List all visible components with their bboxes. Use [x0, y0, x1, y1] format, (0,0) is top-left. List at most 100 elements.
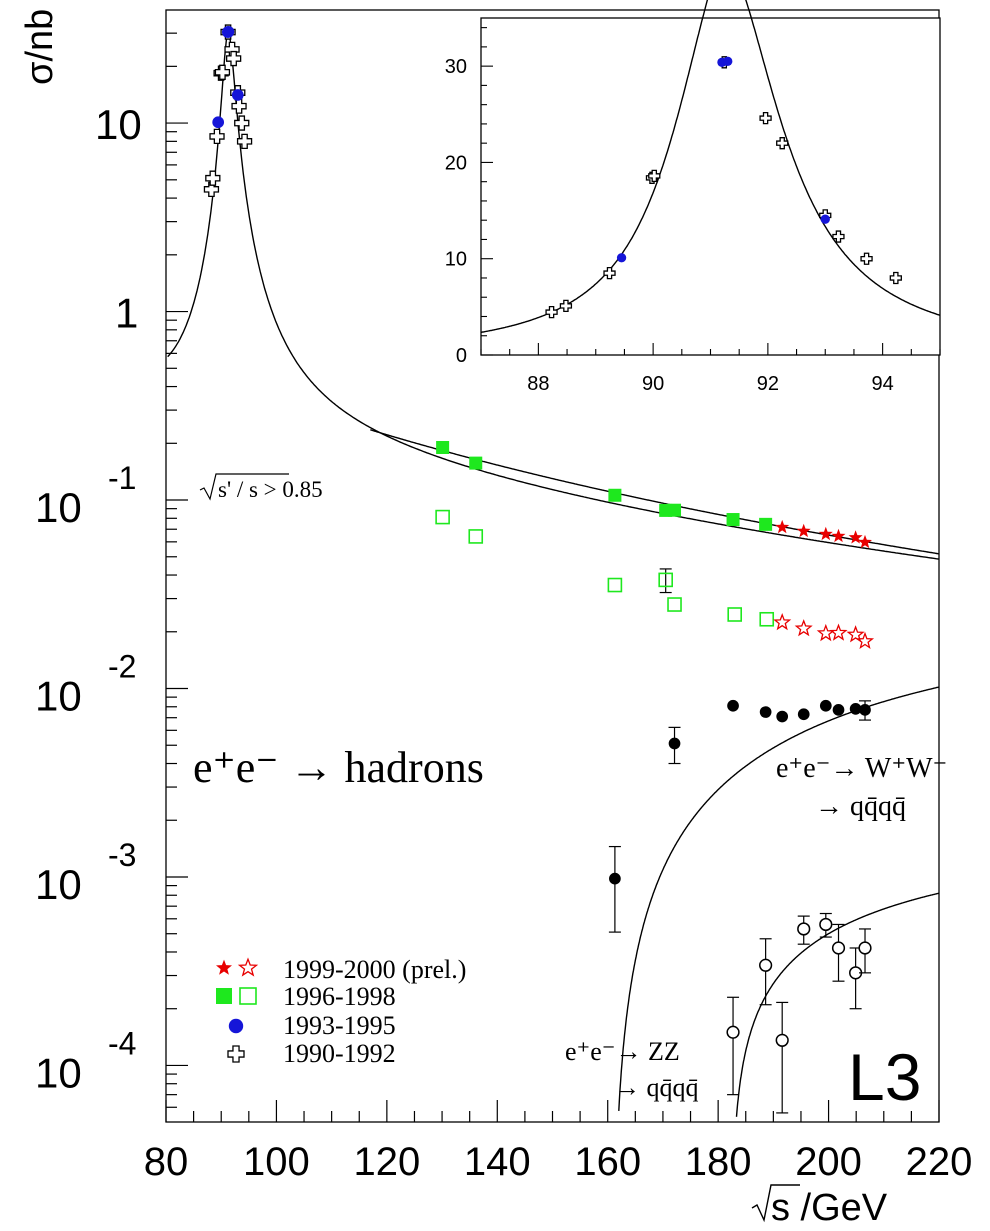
ww-label-line1: e⁺e⁻→ W⁺W⁻	[776, 753, 947, 784]
legend-entry-1999-2000: 1999-2000 (prel.)	[216, 955, 466, 984]
legend-label: 1999-2000 (prel.)	[283, 955, 466, 984]
y-tick-base: 10	[35, 861, 82, 908]
data-point	[849, 702, 862, 715]
y-tick-exponent: -3	[108, 837, 136, 873]
inset-plot: 88 90 92 94 0 10 20 30	[445, 0, 941, 395]
inset-x-tick-label: 92	[757, 373, 779, 395]
y-tick-base: 10	[95, 101, 142, 148]
x-tick-label: 100	[243, 1140, 310, 1184]
data-point	[607, 577, 623, 593]
inset-data-point	[759, 111, 772, 125]
data-point	[231, 98, 247, 114]
data-point	[234, 115, 250, 131]
legend-star-icon	[216, 957, 259, 977]
y-tick-label: 10 -3	[35, 837, 136, 908]
x-axis-label-text: s /GeV	[771, 1187, 888, 1229]
y-tick-label: 10 -1	[35, 460, 136, 531]
sqrt-sign-icon	[751, 1184, 800, 1223]
inset-data-point	[603, 267, 616, 280]
legend-marker	[239, 987, 257, 1005]
data-point	[794, 619, 813, 637]
data-point	[816, 623, 835, 642]
experiment-label: L3	[848, 1040, 921, 1114]
inclusive-curve	[167, 29, 940, 560]
data-point	[759, 706, 772, 718]
data-point	[819, 699, 832, 712]
inset-data-point	[889, 271, 902, 285]
data-point	[212, 116, 225, 129]
ww-label-line2: → qq̄qq̄	[815, 791, 906, 822]
data-point	[667, 597, 682, 612]
inset-frame	[480, 17, 941, 356]
y-tick-exponent: -2	[108, 649, 136, 685]
inset-data-point	[820, 214, 830, 224]
data-point	[759, 611, 775, 627]
legend: 1999-2000 (prel.) 1996-1998 1993-1995 19…	[216, 955, 466, 1068]
x-tick-label: 180	[685, 1140, 752, 1184]
data-point	[831, 528, 846, 543]
data-point	[203, 181, 220, 198]
legend-square-icon	[216, 987, 257, 1005]
main-axis-ticks: 80 100 120 140 160 180 200 22010110-110-210-310…	[35, 32, 973, 1184]
legend-entry-1990-1992: 1990-1992	[227, 1039, 396, 1068]
y-tick-exponent: -4	[108, 1025, 136, 1061]
series-green9698o	[435, 509, 775, 627]
inset-data-point	[723, 56, 733, 67]
legend-label: 1996-1998	[283, 982, 396, 1011]
data-point	[819, 917, 833, 932]
data-point	[776, 710, 789, 723]
x-tick-label: 220	[906, 1140, 973, 1184]
legend-marker	[216, 988, 232, 1004]
y-tick-base: 1	[115, 290, 138, 337]
data-point	[855, 631, 875, 649]
data-point	[858, 941, 872, 955]
data-point	[214, 64, 231, 80]
x-tick-label: 160	[574, 1140, 641, 1184]
x-tick-label: 120	[353, 1140, 420, 1184]
theory-curves	[167, 29, 940, 1117]
inset-y-tick-label: 30	[445, 56, 467, 78]
inset-y-tick-label: 20	[445, 152, 467, 174]
data-point	[209, 128, 225, 145]
inset-x-tick-label: 94	[872, 373, 894, 395]
inset-data-point	[776, 137, 789, 150]
data-point	[832, 704, 845, 716]
data-point	[436, 440, 450, 454]
inset-axis-ticks: 88 90 92 94 0 10 20 30	[445, 27, 941, 395]
zz-curve	[735, 892, 940, 1117]
inset-x-tick-label: 90	[642, 373, 664, 395]
y-tick-label: 10	[95, 101, 142, 148]
y-tick-exponent: -1	[108, 460, 136, 496]
data-point	[668, 737, 681, 750]
data-point	[727, 699, 739, 712]
y-tick-label: 1	[115, 290, 138, 337]
data-point	[846, 625, 865, 643]
y-tick-label: 10 -2	[35, 649, 136, 720]
y-tick-base: 10	[35, 484, 82, 531]
data-point	[222, 25, 235, 38]
data-point	[468, 529, 484, 544]
inset-data-point	[648, 169, 661, 183]
legend-marker	[237, 957, 259, 977]
inset-data-point	[616, 253, 627, 263]
data-point	[727, 607, 743, 622]
data-point	[775, 1033, 789, 1047]
data-point	[797, 922, 811, 936]
series-ww	[608, 699, 872, 933]
inset-data-point	[832, 230, 845, 243]
zz-label-line2: → qq̄qq̄	[614, 1073, 699, 1102]
y-tick-base: 10	[35, 673, 82, 720]
data-point	[659, 503, 673, 517]
legend-circle-icon	[228, 1018, 244, 1034]
process-label: e⁺e⁻ → hadrons	[193, 743, 484, 792]
inset-series-open1990	[545, 56, 902, 319]
inset-series-blue1993	[616, 56, 830, 263]
legend-label: 1990-1992	[283, 1039, 396, 1068]
inset-data-point	[545, 306, 558, 319]
legend-label: 1993-1995	[283, 1011, 396, 1040]
series-zz	[726, 912, 872, 1114]
inset-data-point	[559, 299, 573, 313]
x-tick-label: 80	[144, 1140, 189, 1184]
legend-marker	[228, 1018, 244, 1034]
